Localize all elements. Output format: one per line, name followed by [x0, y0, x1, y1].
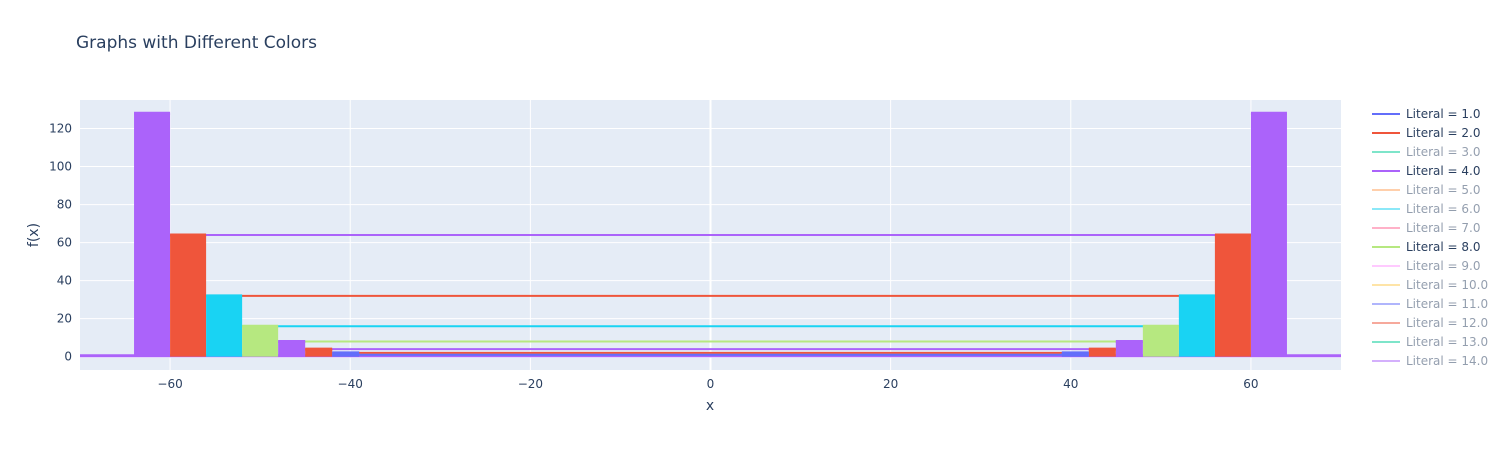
block-left	[134, 113, 171, 357]
block-right	[1178, 295, 1215, 357]
legend-label: Literal = 7.0	[1406, 221, 1481, 235]
block-right	[1061, 352, 1089, 357]
legend-label: Literal = 10.0	[1406, 278, 1488, 292]
y-tick-label: 80	[57, 198, 72, 212]
x-tick-label: 40	[1063, 377, 1078, 391]
legend-label: Literal = 8.0	[1406, 240, 1481, 254]
legend[interactable]: Literal = 1.0 Literal = 2.0 Literal = 3.0 L…	[1372, 107, 1488, 368]
legend-item[interactable]: Literal = 2.0	[1372, 126, 1481, 140]
legend-label: Literal = 13.0	[1406, 335, 1488, 349]
block-left	[170, 235, 207, 357]
legend-item[interactable]: Literal = 4.0	[1372, 164, 1481, 178]
legend-item[interactable]: Literal = 11.0	[1372, 297, 1488, 311]
y-tick-label: 120	[49, 122, 72, 136]
legend-label: Literal = 12.0	[1406, 316, 1488, 330]
legend-item[interactable]: Literal = 13.0	[1372, 335, 1488, 349]
legend-item[interactable]: Literal = 5.0	[1372, 183, 1481, 197]
legend-item[interactable]: Literal = 1.0	[1372, 107, 1481, 121]
y-tick-label: 100	[49, 160, 72, 174]
legend-item[interactable]: Literal = 8.0	[1372, 240, 1481, 254]
block-right	[1115, 341, 1143, 357]
legend-label: Literal = 6.0	[1406, 202, 1481, 216]
block-left	[206, 295, 243, 357]
y-tick-label: 40	[57, 274, 72, 288]
legend-item[interactable]: Literal = 14.0	[1372, 354, 1488, 368]
block-left	[278, 341, 306, 357]
data-marks	[80, 111, 1341, 358]
legend-label: Literal = 5.0	[1406, 183, 1481, 197]
y-tick-label: 20	[57, 312, 72, 326]
legend-item[interactable]: Literal = 6.0	[1372, 202, 1481, 216]
y-tick-label: 0	[64, 350, 72, 364]
x-tick-label: −40	[338, 377, 363, 391]
legend-item[interactable]: Literal = 7.0	[1372, 221, 1481, 235]
legend-label: Literal = 1.0	[1406, 107, 1481, 121]
legend-item[interactable]: Literal = 12.0	[1372, 316, 1488, 330]
x-tick-label: −20	[518, 377, 543, 391]
y-axis-title: f(x)	[26, 223, 42, 247]
y-tick-label: 60	[57, 236, 72, 250]
legend-label: Literal = 14.0	[1406, 354, 1488, 368]
x-tick-label: 0	[707, 377, 715, 391]
legend-label: Literal = 3.0	[1406, 145, 1481, 159]
tick-labels: −60 −40 −20 0 20 40 60 0 20 40 60 80 100 120	[49, 122, 1258, 391]
block-left	[332, 352, 360, 357]
block-right	[1142, 326, 1179, 357]
legend-item[interactable]: Literal = 9.0	[1372, 259, 1481, 273]
chart-title: Graphs with Different Colors	[76, 33, 318, 53]
legend-item[interactable]: Literal = 10.0	[1372, 278, 1488, 292]
legend-label: Literal = 9.0	[1406, 259, 1481, 273]
x-tick-label: 20	[883, 377, 898, 391]
legend-label: Literal = 11.0	[1406, 297, 1488, 311]
block-left	[305, 349, 333, 357]
x-tick-label: 60	[1243, 377, 1258, 391]
legend-label: Literal = 2.0	[1406, 126, 1481, 140]
x-tick-label: −60	[157, 377, 182, 391]
block-right	[1088, 349, 1116, 357]
block-right	[1250, 113, 1287, 357]
legend-label: Literal = 4.0	[1406, 164, 1481, 178]
block-right	[1214, 235, 1251, 357]
x-axis-title: x	[706, 398, 714, 414]
legend-item[interactable]: Literal = 3.0	[1372, 145, 1481, 159]
block-left	[242, 326, 279, 357]
